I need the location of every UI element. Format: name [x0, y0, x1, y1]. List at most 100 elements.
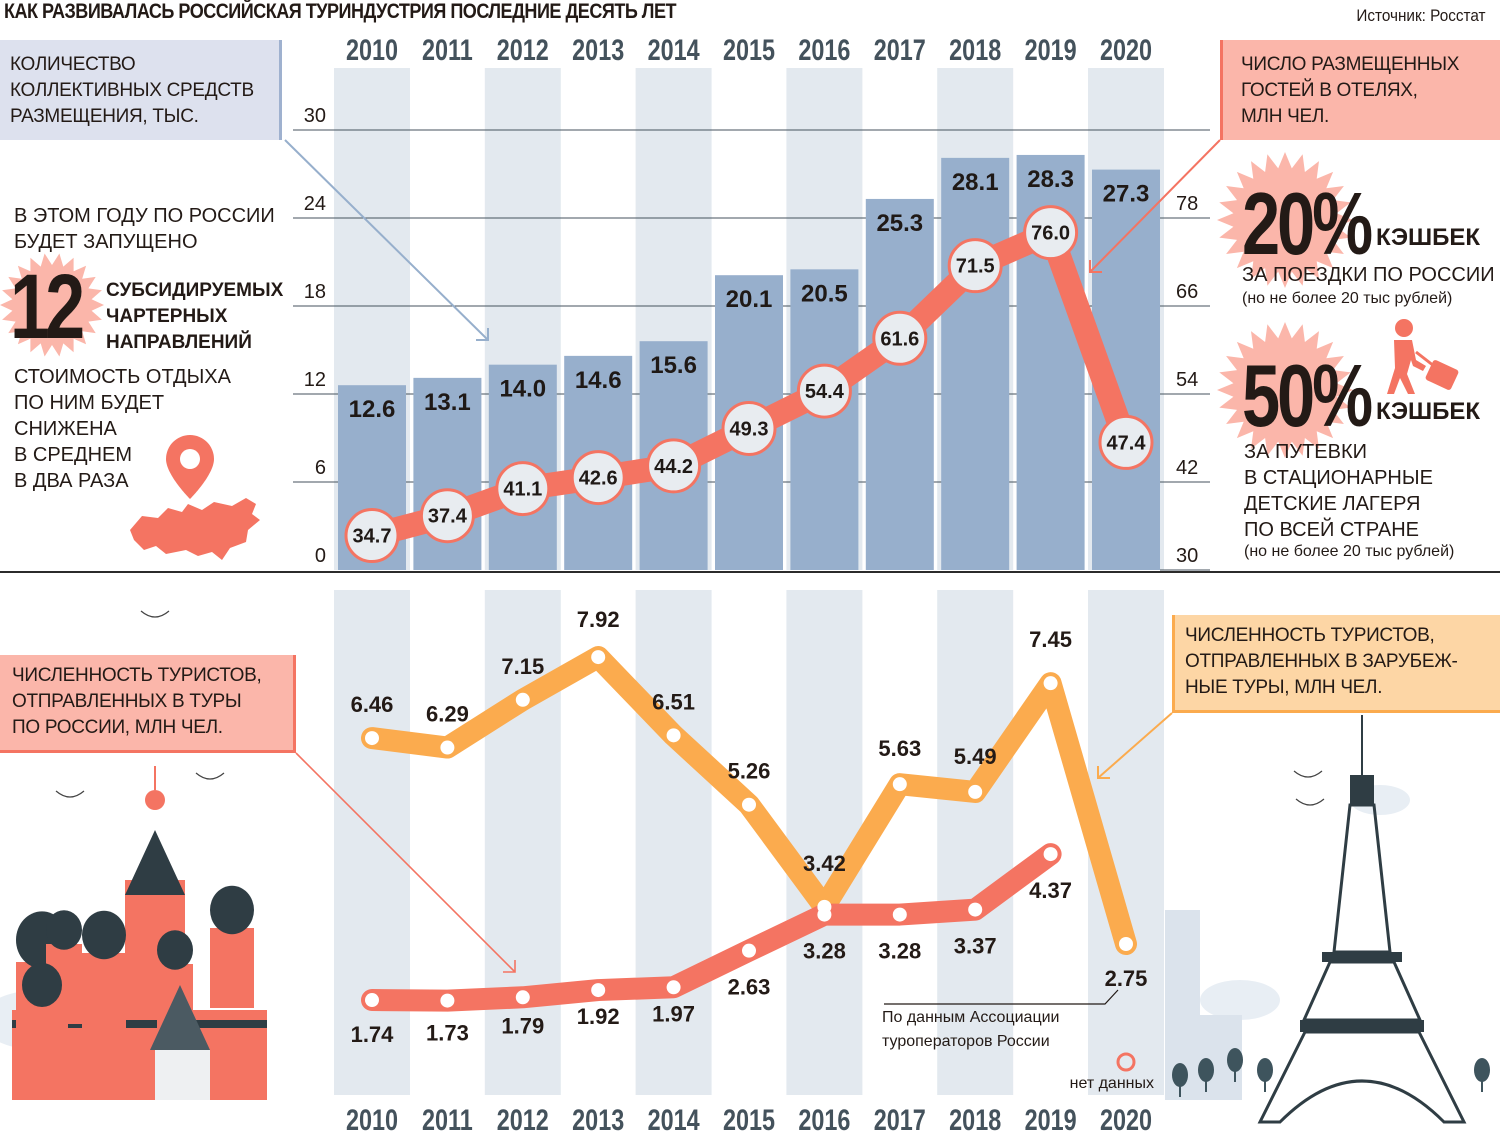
- text-line: ПО ВСЕЙ СТРАНЕ: [1244, 519, 1419, 541]
- legend-line: ОТПРАВЛЕННЫХ В ТУРЫ: [12, 691, 242, 712]
- source-label: Источник: Росстат: [1356, 6, 1486, 25]
- right-axis-tick: 78: [1176, 193, 1198, 215]
- bird-icon: [1295, 798, 1325, 806]
- charter-intro: В ЭТОМ ГОДУ ПО РОССИИ БУДЕТ ЗАПУЩЕНО: [14, 203, 275, 255]
- hotel-value-label: 71.5: [956, 256, 995, 278]
- tower-upper: [1332, 803, 1392, 954]
- tree-icon: [1172, 1063, 1188, 1087]
- year-label-top: 2011: [422, 33, 473, 66]
- outbound-point-2017: [892, 777, 907, 792]
- tree-icon: [1257, 1058, 1273, 1082]
- bar-2016: [790, 269, 859, 570]
- bar-value-label: 28.1: [952, 169, 999, 196]
- hotel-value-label: 42.6: [579, 468, 618, 490]
- hotel-point-2012: [495, 461, 551, 517]
- legend-line: РАЗМЕЩЕНИЯ, ТЫС.: [10, 106, 199, 127]
- cloud-shape: [1200, 980, 1280, 1020]
- domestic-value-label: 2.63: [728, 975, 771, 1000]
- outbound-point-2014: [666, 728, 681, 743]
- starburst-icon: [1217, 322, 1353, 458]
- legend-line: ЧИСЛО РАЗМЕЩЕННЫХ: [1241, 54, 1460, 75]
- onion-dome: [157, 930, 193, 970]
- year-label-top: 2012: [497, 33, 549, 66]
- left-axis-tick: 6: [315, 457, 326, 479]
- legend-line: КОЛИЧЕСТВО: [10, 54, 136, 75]
- tree-icon: [1474, 1058, 1490, 1082]
- year-label-bottom: 2019: [1025, 1103, 1077, 1133]
- hotel-point-2015: [721, 400, 777, 456]
- domestic-point-2010: [365, 993, 379, 1008]
- domestic-point-2012: [515, 990, 530, 1005]
- bird-icon: [140, 610, 170, 618]
- cashback-50-description: ЗА ПУТЕВКИ В СТАЦИОНАРНЫЕ ДЕТСКИЕ ЛАГЕРЯ…: [1244, 439, 1433, 543]
- outbound-point-2011: [440, 740, 455, 755]
- arrow-head: [476, 328, 489, 341]
- arrow-head: [1097, 766, 1110, 779]
- outbound-value-label: 6.51: [652, 689, 695, 714]
- column-stripe: [334, 590, 410, 1095]
- hotel-point-2018: [947, 238, 1003, 294]
- legend-line: ПО РОССИИ, МЛН ЧЕЛ.: [12, 717, 223, 738]
- ato-note-line: туроператоров России: [882, 1033, 1050, 1050]
- bar-2018: [941, 157, 1010, 570]
- year-label-top: 2016: [798, 33, 850, 66]
- text-line: ЗА ПУТЕВКИ: [1244, 441, 1367, 463]
- starburst-icon: [0, 253, 104, 357]
- tree-icon: [1198, 1058, 1214, 1082]
- left-axis-tick: 12: [304, 369, 326, 391]
- text-line: В ДВА РАЗА: [14, 470, 129, 492]
- cathedral-tower: [22, 1001, 62, 1081]
- year-label-bottom: 2020: [1100, 1103, 1152, 1133]
- year-label-bottom: 2017: [874, 1103, 926, 1133]
- domestic-point-2018: [968, 902, 983, 917]
- domestic-point-2019: [1043, 847, 1058, 862]
- bird-icon: [1293, 770, 1323, 778]
- hotel-guests-legend-box: ЧИСЛО РАЗМЕЩЕННЫХ ГОСТЕЙ В ОТЕЛЯХ, МЛН Ч…: [1220, 40, 1500, 140]
- left-axis-tick: 0: [315, 545, 326, 567]
- outbound-value-label: 2.75: [1105, 966, 1148, 991]
- cathedral-small-spire: [150, 985, 210, 1050]
- column-stripe: [937, 590, 1014, 1095]
- text-line: ПО НИМ БУДЕТ: [14, 392, 165, 414]
- domestic-value-label: 3.37: [954, 934, 997, 959]
- text-line: ДЕТСКИЕ ЛАГЕРЯ: [1244, 493, 1421, 515]
- domestic-callout-arrow: [295, 752, 516, 973]
- hotel-value-label: 54.4: [805, 381, 845, 403]
- outbound-point-2019: [1043, 676, 1058, 691]
- bar-value-label: 14.6: [575, 367, 622, 394]
- cost-reduction-text: СТОИМОСТЬ ОТДЫХА ПО НИМ БУДЕТ СНИЖЕНА В …: [14, 364, 231, 494]
- hotel-value-label: 34.7: [353, 526, 392, 548]
- year-label-bottom: 2012: [497, 1103, 549, 1133]
- bar-value-label: 28.3: [1027, 166, 1074, 193]
- text-line: ЗА ПОЕЗДКИ ПО РОССИИ: [1242, 264, 1495, 286]
- domestic-point-2016: [817, 907, 832, 922]
- text-line: БУДЕТ ЗАПУЩЕНО: [14, 231, 198, 253]
- text-line: СТОИМОСТЬ ОТДЫХА: [14, 366, 231, 388]
- hotel-value-label: 41.1: [503, 479, 542, 501]
- year-axis-labels: 2010 2010 2011 2011 2012 2012 2013 2013 2014 2014…: [346, 33, 1152, 1133]
- hotel-point-2013: [570, 450, 626, 506]
- cashback-20-percent: 20%: [1242, 174, 1373, 273]
- outbound-point-2018: [968, 784, 983, 799]
- domestic-point-2015: [742, 943, 756, 958]
- outbound-value-label: 5.63: [878, 736, 921, 761]
- hotel-callout-arrow: [1089, 139, 1221, 273]
- domestic-point-2011: [440, 993, 455, 1008]
- year-label-top: 2019: [1025, 33, 1077, 66]
- legend-line: ЧИСЛЕННОСТЬ ТУРИСТОВ,: [12, 665, 262, 686]
- cathedral-dome: [145, 790, 165, 810]
- arrow-head: [1089, 260, 1102, 273]
- hotel-point-2014: [646, 438, 702, 494]
- text-line: НАПРАВЛЕНИЙ: [106, 332, 252, 353]
- ato-note-line: По данным Ассоциации: [882, 1009, 1059, 1026]
- cashback-20-limit: (но не более 20 тыс рублей): [1242, 290, 1453, 307]
- outbound-value-label: 7.92: [577, 607, 620, 632]
- hotel-value-label: 76.0: [1031, 223, 1070, 245]
- year-label-top: 2017: [874, 33, 926, 66]
- outbound-point-2013: [591, 650, 606, 665]
- callout-arrows: [284, 139, 1221, 973]
- year-label-top: 2018: [949, 33, 1001, 66]
- outbound-value-label: 6.29: [426, 702, 469, 727]
- year-label-top: 2013: [572, 33, 624, 66]
